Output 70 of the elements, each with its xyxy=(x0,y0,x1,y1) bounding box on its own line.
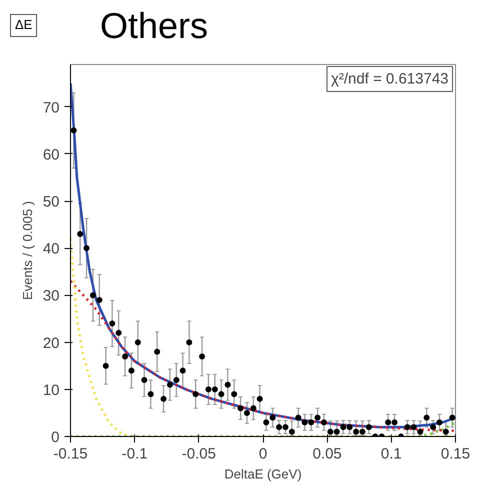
point xyxy=(295,414,302,421)
point xyxy=(116,330,122,336)
point xyxy=(192,391,199,398)
chart-title: Others xyxy=(100,4,208,48)
x-tick-label: 0.05 xyxy=(312,446,342,462)
x-tick-label: -0.15 xyxy=(53,446,88,462)
point xyxy=(320,419,327,426)
x-axis-title: DeltaE (GeV) xyxy=(224,466,302,482)
point xyxy=(256,396,263,402)
x-tick-label: 0 xyxy=(258,446,268,462)
point xyxy=(436,419,442,426)
point xyxy=(160,396,167,402)
point xyxy=(282,424,288,430)
point xyxy=(141,377,148,383)
point xyxy=(366,424,372,430)
point xyxy=(340,424,346,430)
point xyxy=(199,353,206,360)
x-tick-label: -0.1 xyxy=(122,446,148,462)
point xyxy=(308,419,314,426)
point xyxy=(148,391,154,398)
point xyxy=(250,405,256,412)
y-tick-label: 70 xyxy=(42,99,60,116)
point xyxy=(166,382,173,388)
point xyxy=(84,245,90,252)
point xyxy=(122,353,128,360)
point xyxy=(90,292,96,298)
point xyxy=(224,382,231,388)
point xyxy=(212,386,218,392)
y-tick-label: 30 xyxy=(42,288,60,305)
x-tick-label: -0.05 xyxy=(182,446,216,462)
point xyxy=(186,339,192,346)
point xyxy=(346,424,353,430)
point xyxy=(96,296,102,303)
point xyxy=(109,320,116,326)
point xyxy=(314,414,321,421)
point xyxy=(231,391,238,398)
point xyxy=(180,368,186,374)
y-tick-label: 10 xyxy=(42,382,60,399)
point xyxy=(238,405,244,412)
point xyxy=(263,419,270,426)
x-tick-label: 0.15 xyxy=(440,446,470,462)
y-tick-label: 0 xyxy=(51,429,60,446)
text: ΔE xyxy=(10,14,38,37)
point xyxy=(424,414,430,421)
point xyxy=(449,414,456,421)
y-axis-title: Events / ( 0.005 ) xyxy=(20,200,35,300)
point xyxy=(430,424,436,430)
y-tick-label: 40 xyxy=(42,240,60,258)
y-tick-label: 60 xyxy=(42,146,60,164)
annotation: χ²/ndf = 0.613743 xyxy=(330,70,448,88)
point xyxy=(134,339,141,346)
y-tick-label: 50 xyxy=(42,194,60,211)
y-tick-label: 20 xyxy=(42,334,60,352)
point xyxy=(205,386,212,392)
point xyxy=(392,419,398,426)
point xyxy=(244,410,250,416)
point xyxy=(218,391,224,398)
point xyxy=(173,377,180,383)
point xyxy=(276,424,282,430)
point xyxy=(404,424,410,430)
point xyxy=(270,414,276,421)
point xyxy=(128,368,134,374)
point xyxy=(77,231,84,238)
x-tick-label: 0.1 xyxy=(380,446,402,462)
point xyxy=(70,127,77,134)
point xyxy=(154,348,160,355)
point xyxy=(410,424,417,430)
point xyxy=(302,419,308,426)
point xyxy=(385,419,392,426)
point xyxy=(102,362,109,369)
